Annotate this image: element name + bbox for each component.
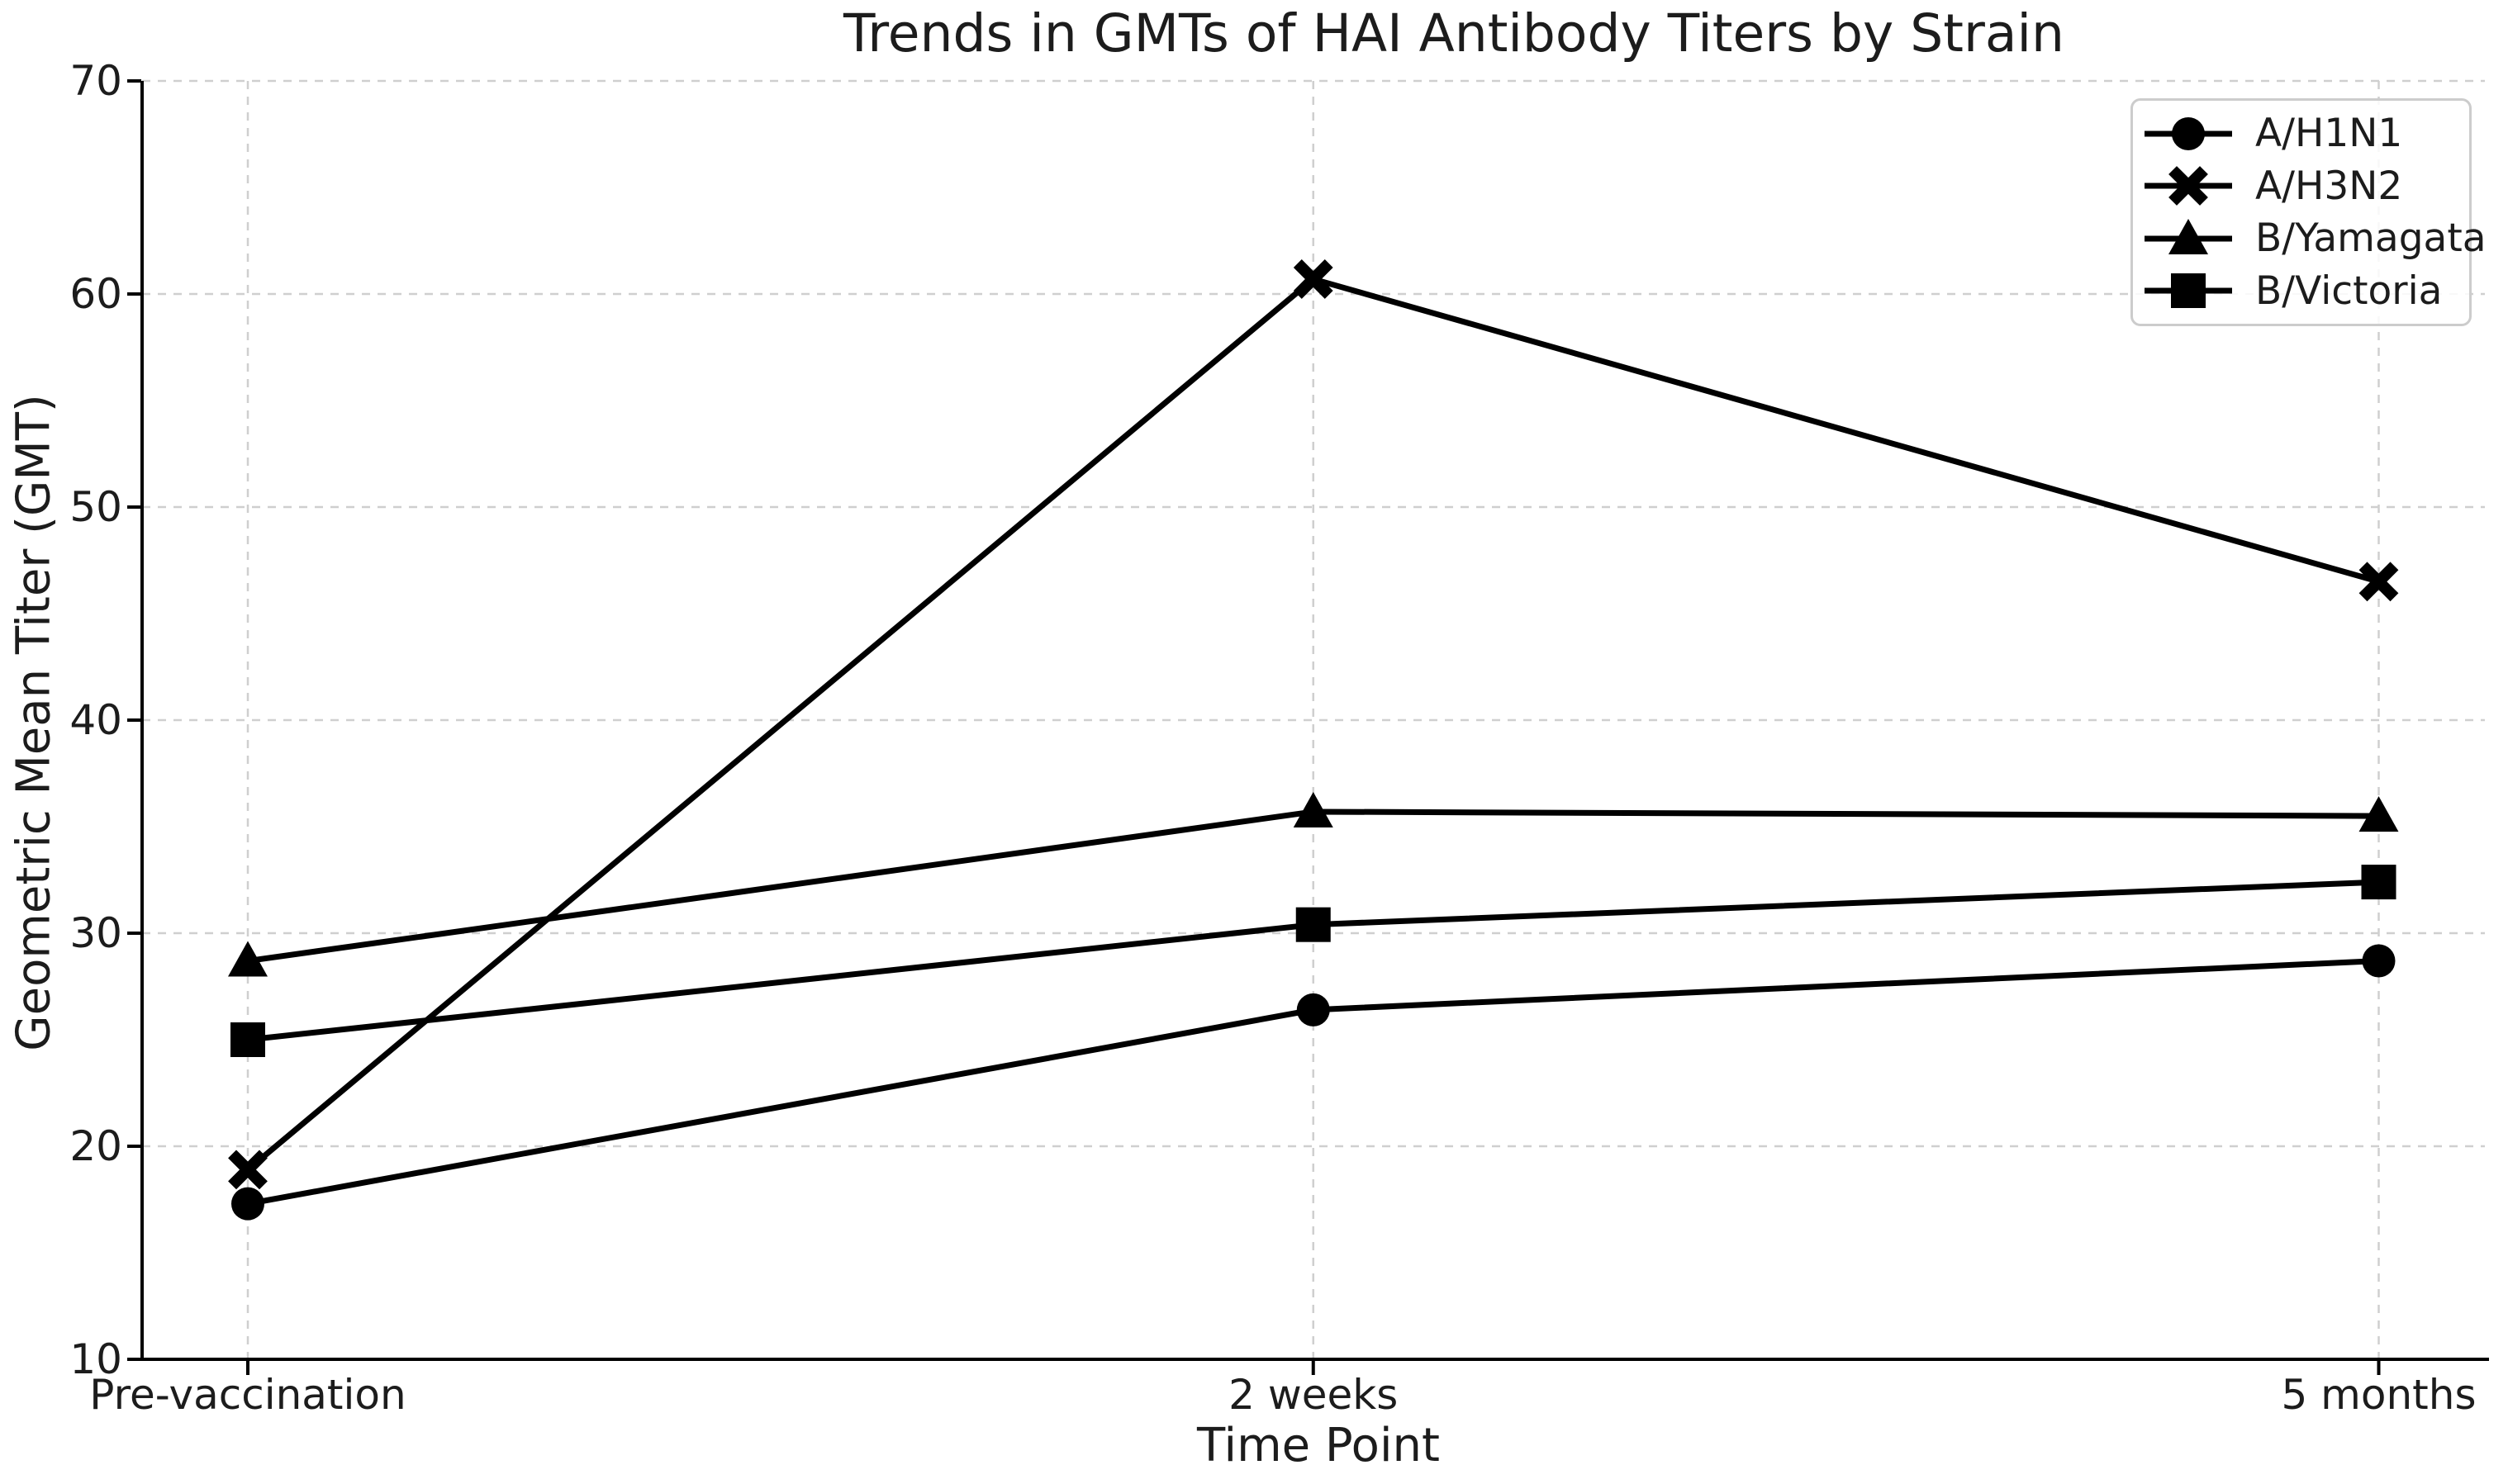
- circle-marker: [2362, 944, 2396, 978]
- circle-marker: [1296, 993, 1330, 1026]
- circle-marker: [231, 1187, 264, 1221]
- legend-label: B/Victoria: [2255, 268, 2443, 314]
- chart-title: Trends in GMTs of HAI Antibody Titers by…: [843, 3, 2064, 64]
- legend-sample-square: [2145, 273, 2232, 309]
- legend-sample-circle: [2145, 116, 2232, 150]
- legend-item-b-yamagata: B/Yamagata: [2143, 212, 2487, 265]
- y-tick-label-40: 40: [69, 696, 122, 744]
- y-tick-label-50: 50: [69, 483, 122, 531]
- triangle-marker: [228, 941, 268, 977]
- square-marker: [230, 1022, 265, 1057]
- legend-item-a-h1n1: A/H1N1: [2143, 107, 2461, 160]
- square-marker: [2361, 865, 2396, 900]
- x-tick-label-pre-vaccination: Pre-vaccination: [89, 1371, 406, 1419]
- x-tick-label-2-weeks: 2 weeks: [1228, 1371, 1398, 1419]
- y-tick-label-10: 10: [69, 1335, 122, 1383]
- x-marker: [2168, 166, 2208, 206]
- legend-sample-x: [2145, 166, 2232, 206]
- x-marker: [228, 1150, 268, 1190]
- y-tick-label-30: 30: [69, 909, 122, 957]
- y-tick-label-20: 20: [69, 1122, 122, 1170]
- y-tick-label-60: 60: [69, 270, 122, 318]
- triangle-marker: [1293, 791, 1333, 827]
- x-axis-label: Time Point: [1197, 1419, 1440, 1472]
- legend-item-a-h3n2: A/H3N2: [2143, 160, 2461, 213]
- triangle-marker: [2358, 796, 2399, 832]
- circle-marker: [2172, 116, 2205, 150]
- x-tick-label-5-months: 5 months: [2281, 1371, 2476, 1419]
- y-tick-label-70: 70: [69, 57, 122, 105]
- x-marker: [2358, 562, 2399, 602]
- square-marker: [1295, 907, 1331, 942]
- legend-label: A/H3N2: [2255, 163, 2403, 209]
- square-marker: [2171, 273, 2206, 309]
- legend: A/H1N1 A/H3N2 B/Yamagata B/Victoria: [2130, 98, 2487, 326]
- y-axis-label: Geometric Mean Titer (GMT): [7, 394, 61, 1051]
- legend-sample-triangle: [2145, 218, 2232, 254]
- legend-label: A/H1N1: [2255, 111, 2403, 157]
- x-marker: [1293, 259, 1333, 299]
- legend-label: B/Yamagata: [2255, 216, 2487, 262]
- legend-item-b-victoria: B/Victoria: [2143, 265, 2461, 318]
- triangle-marker: [2168, 218, 2208, 254]
